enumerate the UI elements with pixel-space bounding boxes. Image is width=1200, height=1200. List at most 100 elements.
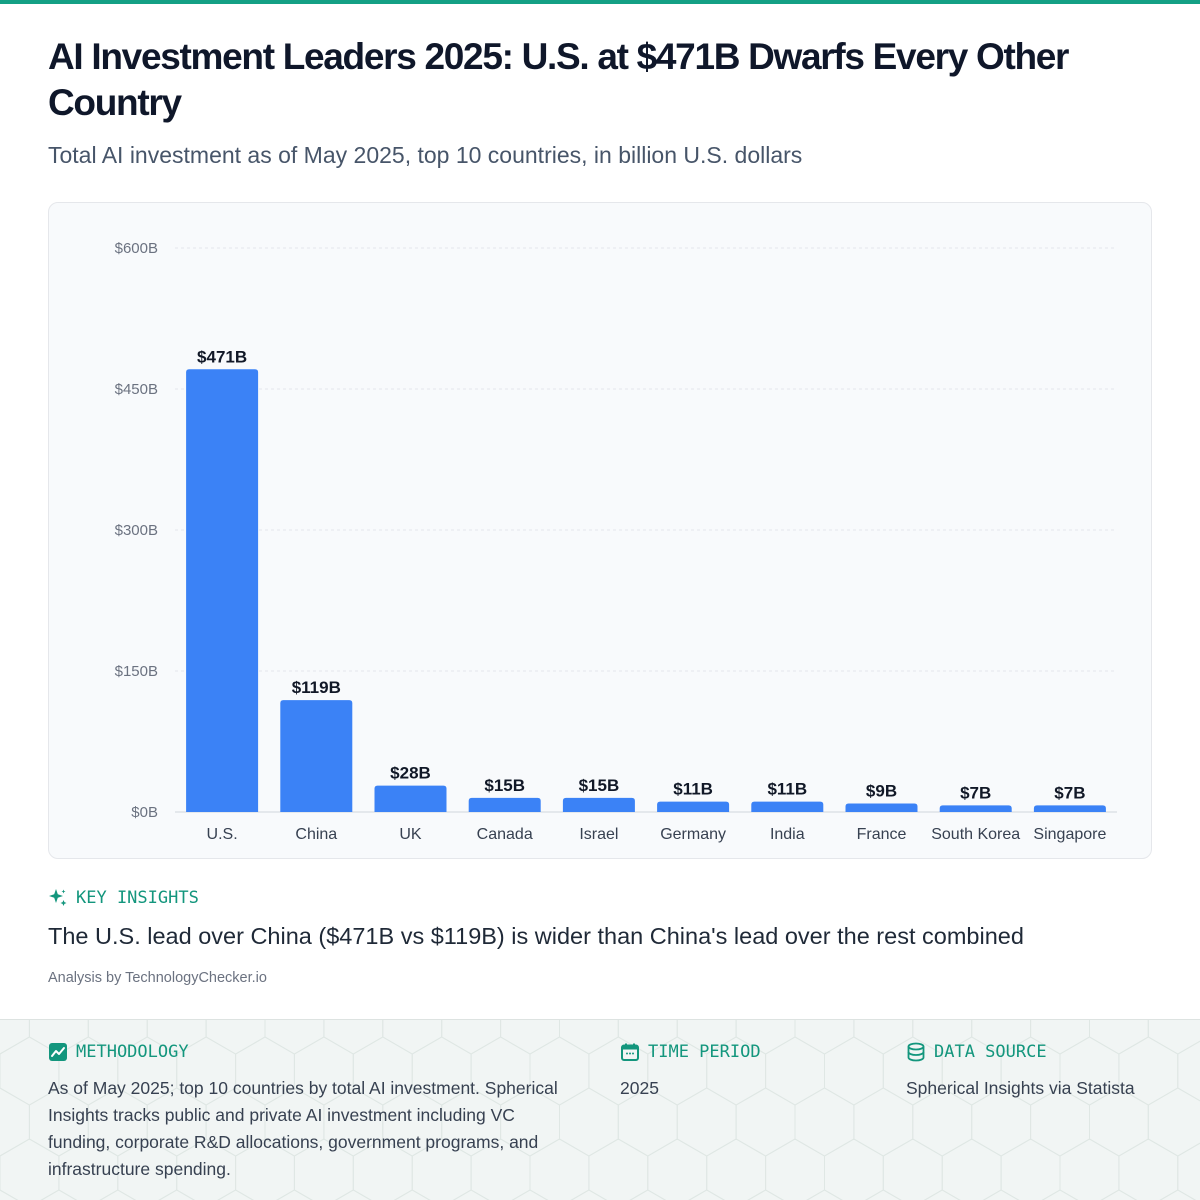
top-accent-bar — [0, 0, 1200, 4]
hexagon-shape — [40, 1189, 78, 1200]
y-tick-label: $600B — [115, 240, 158, 257]
hexagon-shape — [765, 1138, 825, 1200]
x-tick-label: Singapore — [1033, 826, 1106, 843]
time-period-label: TIME PERIOD — [648, 1042, 761, 1062]
bar — [845, 803, 918, 812]
page-title: AI Investment Leaders 2025: U.S. at $471… — [48, 36, 1069, 123]
hexagon-shape — [647, 1138, 708, 1200]
bar — [939, 805, 1012, 812]
bar-value-label: $471B — [197, 347, 247, 366]
hexagon-shape — [570, 1189, 608, 1200]
hexagon-shape — [393, 1189, 431, 1200]
bar-chart: $0B $150B $300B $450B $600B $471B U.S. $119B Chi… — [115, 240, 1117, 843]
bar-value-label: $15B — [484, 776, 525, 795]
bar-value-label: $119B — [292, 678, 341, 697]
hexagon-shape — [629, 1189, 667, 1200]
bar-value-label: $7B — [1054, 783, 1085, 802]
bar-value-label: $28B — [390, 764, 431, 783]
bar — [751, 801, 824, 812]
hexagon-shape — [1177, 1142, 1200, 1200]
data-source-heading: DATA SOURCE — [906, 1042, 1186, 1062]
hexagon-shape — [1000, 1138, 1061, 1200]
hexagon-shape — [853, 1020, 914, 1055]
x-tick-label: Canada — [477, 826, 533, 843]
bar — [1033, 805, 1106, 812]
key-insights-label: KEY INSIGHTS — [76, 888, 199, 908]
hexagon-shape — [824, 1138, 884, 1200]
key-insights-heading: KEY INSIGHTS — [48, 888, 199, 908]
hexagon-shape — [1159, 1189, 1197, 1200]
hexagon-shape — [99, 1189, 137, 1200]
hexagon-shape — [1100, 1189, 1138, 1200]
chart-card: $0B $150B $300B $450B $600B $471B U.S. $119B Chi… — [48, 202, 1152, 859]
x-tick-label: Germany — [660, 826, 726, 843]
data-source-text: Spherical Insights via Statista — [906, 1078, 1135, 1098]
bar — [186, 369, 259, 812]
insight-text: The U.S. lead over China ($471B vs $119B… — [48, 923, 1024, 949]
hexagon-shape — [706, 1138, 767, 1200]
hexagon-shape — [511, 1189, 549, 1200]
bar-value-label: $15B — [579, 776, 620, 795]
hexagon-shape — [1041, 1189, 1079, 1200]
page-subtitle: Total AI investment as of May 2025, top … — [48, 142, 803, 168]
bar-value-label: $11B — [767, 780, 807, 799]
time-period-heading: TIME PERIOD — [620, 1042, 860, 1062]
hexagon-shape — [0, 1020, 30, 1055]
methodology-label: METHODOLOGY — [76, 1042, 189, 1062]
bar — [280, 700, 353, 812]
hexagon-shape — [1059, 1138, 1120, 1200]
bar — [468, 797, 541, 812]
hexagon-shape — [747, 1189, 784, 1200]
bar — [657, 801, 730, 812]
sparkle-icon — [49, 889, 67, 906]
x-tick-label: South Korea — [931, 826, 1020, 843]
bar-value-label: $11B — [673, 780, 713, 799]
hexagon-shape — [923, 1189, 961, 1200]
hexagon-shape — [559, 1020, 619, 1055]
methodology-text: As of May 2025; top 10 countries by tota… — [48, 1078, 558, 1179]
hexagon-shape — [588, 1138, 649, 1200]
x-tick-label: UK — [399, 826, 422, 843]
data-source-label: DATA SOURCE — [934, 1042, 1047, 1062]
time-period-section: TIME PERIOD 2025 — [620, 1042, 860, 1102]
x-tick-label: France — [857, 826, 907, 843]
hexagon-shape — [882, 1138, 943, 1200]
hexagon-shape — [1118, 1138, 1179, 1200]
hexagon-shape — [335, 1189, 372, 1200]
x-tick-label: U.S. — [207, 826, 238, 843]
hexagon-shape — [982, 1189, 1020, 1200]
hexagon-shape — [806, 1189, 843, 1200]
y-tick-label: $450B — [115, 381, 158, 398]
hexagon-shape — [0, 1189, 19, 1200]
bar-value-label: $9B — [866, 782, 897, 801]
y-tick-label: $300B — [115, 522, 158, 539]
hexagon-pattern — [0, 1020, 1200, 1200]
bar-value-label: $7B — [960, 783, 991, 802]
time-period-text: 2025 — [620, 1078, 659, 1098]
methodology-heading: METHODOLOGY — [48, 1042, 568, 1062]
hexagon-shape — [853, 1087, 914, 1157]
bar — [562, 797, 635, 812]
bar — [374, 785, 447, 812]
hexagon-shape — [688, 1189, 725, 1200]
database-icon — [907, 1042, 925, 1062]
trend-chart-icon — [49, 1043, 67, 1061]
hexagon-shape — [158, 1189, 195, 1200]
y-tick-label: $150B — [115, 663, 158, 680]
x-tick-label: China — [295, 826, 337, 843]
methodology-section: METHODOLOGY As of May 2025; top 10 count… — [48, 1042, 568, 1183]
footer-panel: METHODOLOGY As of May 2025; top 10 count… — [0, 1019, 1200, 1200]
hexagon-shape — [0, 1087, 30, 1157]
x-tick-label: Israel — [579, 826, 618, 843]
hexagon-shape — [452, 1189, 490, 1200]
x-tick-label: India — [770, 826, 805, 843]
hexagon-shape — [941, 1138, 1002, 1200]
y-tick-label: $0B — [131, 804, 158, 821]
analysis-credit: Analysis by TechnologyChecker.io — [48, 970, 267, 986]
calendar-icon — [621, 1043, 639, 1061]
data-source-section: DATA SOURCE Spherical Insights via Stati… — [906, 1042, 1186, 1102]
hexagon-shape — [865, 1189, 902, 1200]
hexagon-shape — [276, 1189, 313, 1200]
hexagon-shape — [559, 1087, 619, 1157]
hexagon-shape — [217, 1189, 254, 1200]
